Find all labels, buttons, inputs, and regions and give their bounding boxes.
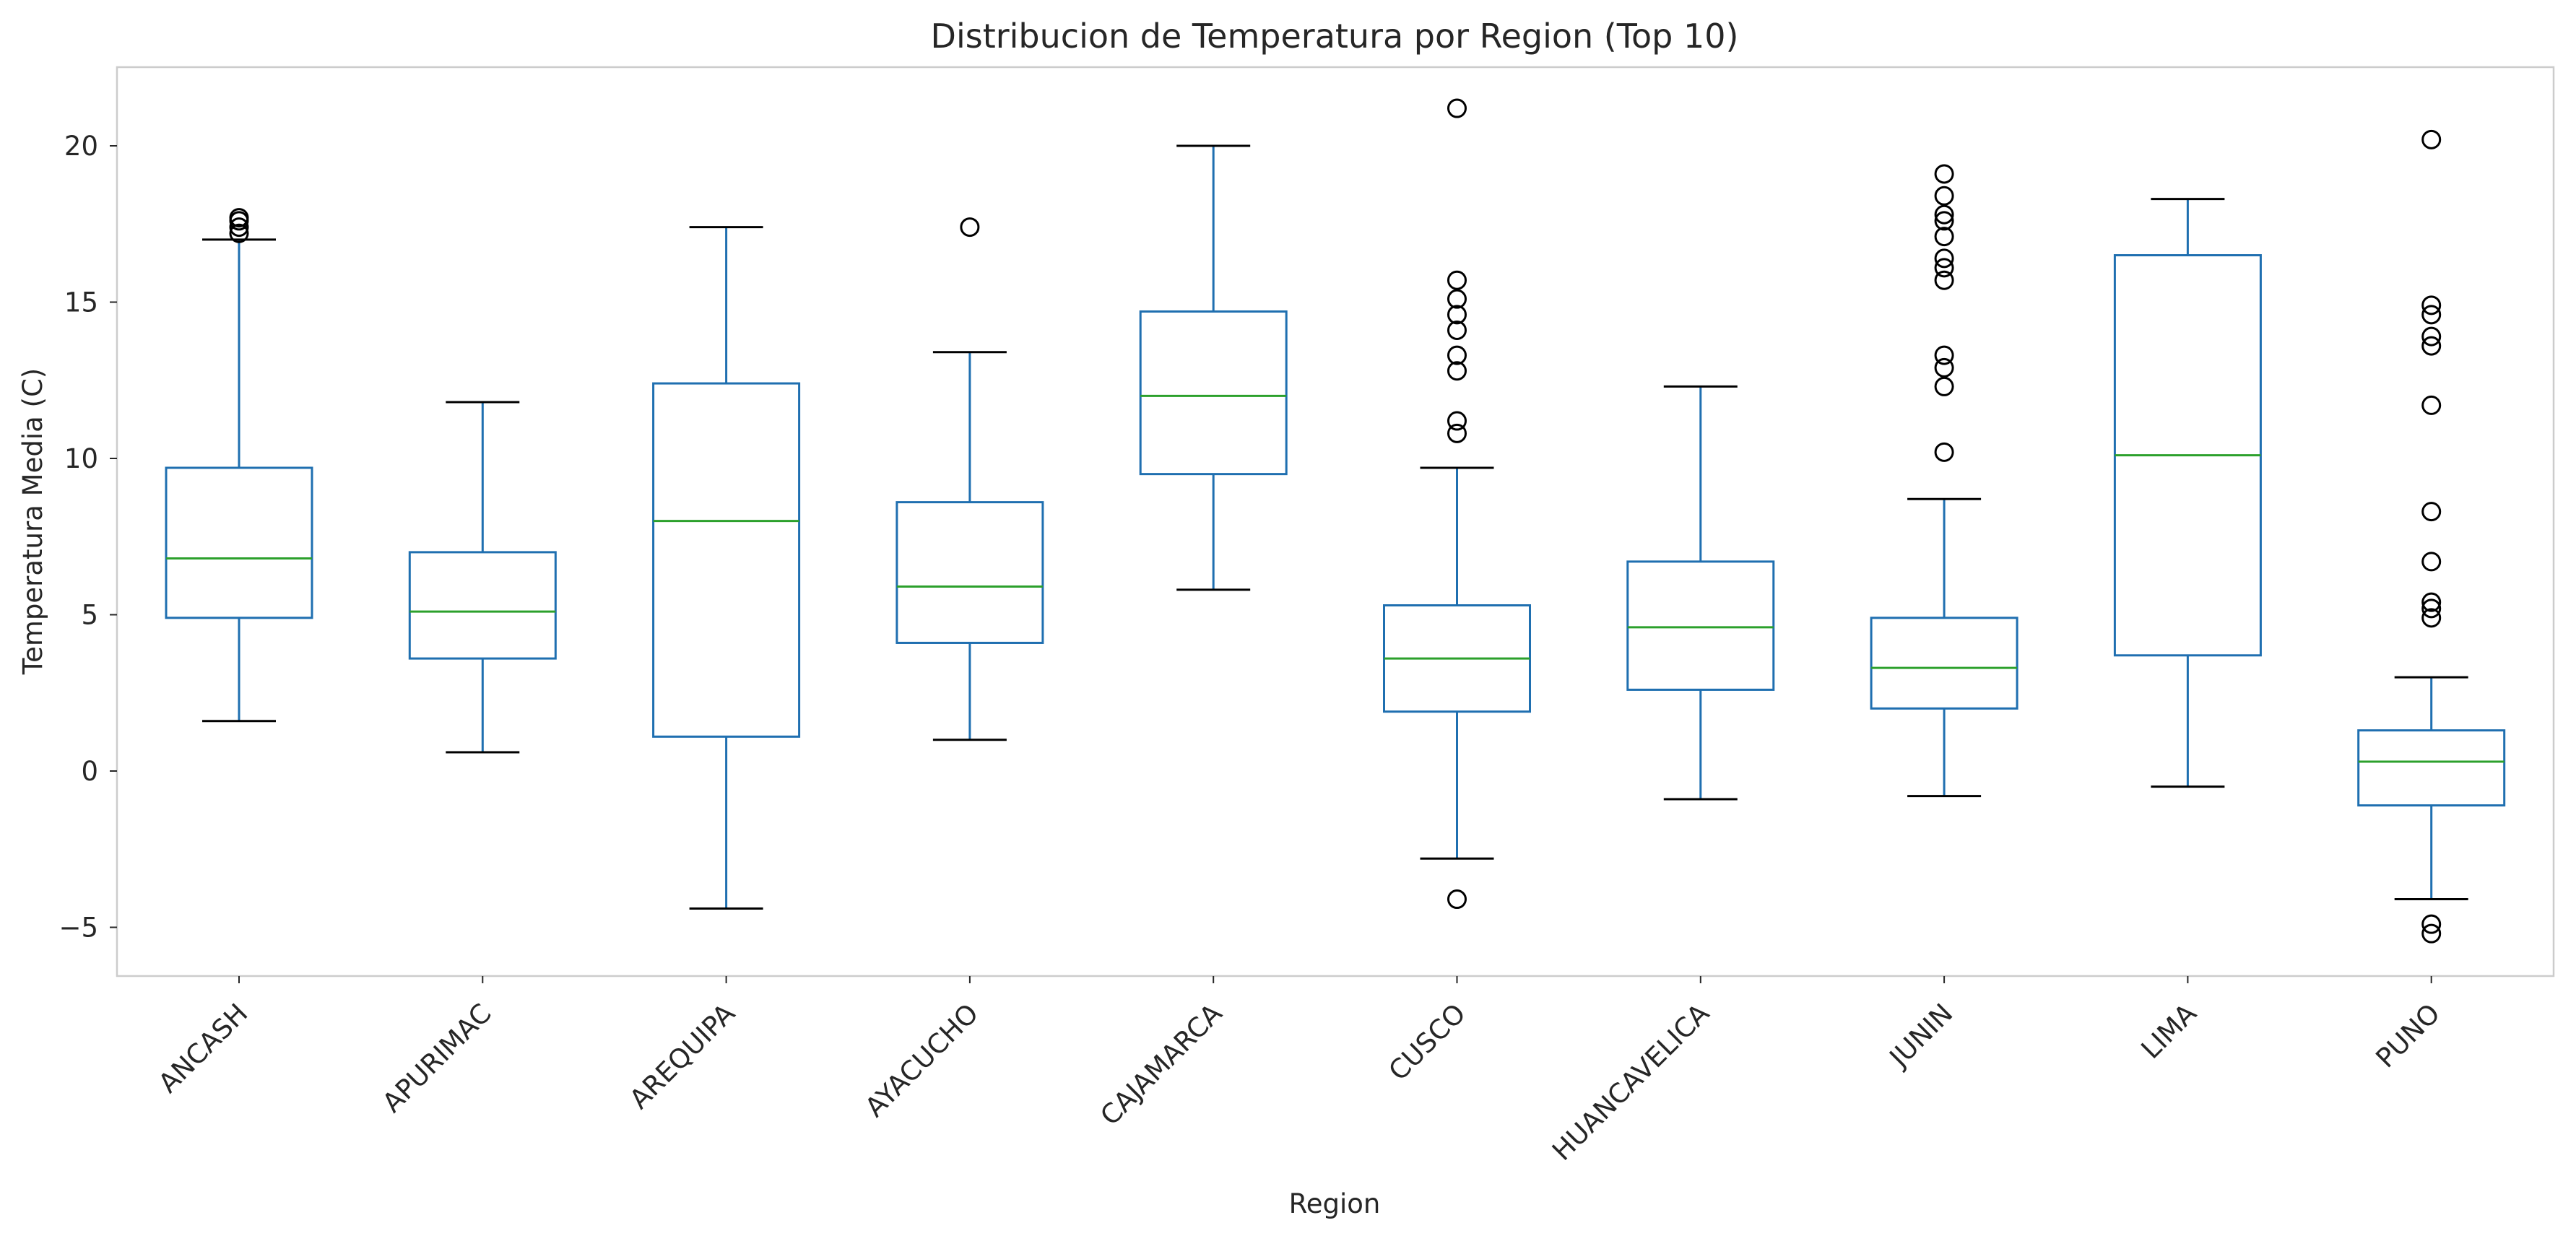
x-tick-label: ANCASH [152, 998, 253, 1099]
outlier-point [2421, 552, 2442, 572]
chart-title: Distribucion de Temperatura por Region (… [931, 17, 1739, 56]
boxes-layer [165, 98, 2506, 944]
outlier-point [1934, 345, 1954, 365]
outlier-point [1934, 442, 1954, 462]
x-tick-label: HUANCAVELICA [1546, 998, 1715, 1167]
outlier-point [1447, 361, 1467, 381]
box-ancash [165, 208, 313, 723]
outlier-point [1934, 376, 1954, 396]
iqr-box [2357, 729, 2506, 807]
outlier-point [2421, 305, 2442, 325]
outlier-point [2421, 923, 2442, 944]
outlier-point [2421, 326, 2442, 347]
outlier-point [2421, 914, 2442, 934]
x-tick-label: JUNIN [1883, 998, 1959, 1074]
outlier-point [229, 208, 249, 228]
outlier-point [2421, 608, 2442, 628]
outlier-point [1934, 186, 1954, 206]
outlier-point [1934, 248, 1954, 269]
outlier-point [1447, 320, 1467, 340]
outlier-point [1447, 423, 1467, 443]
x-tick-label: AREQUIPA [623, 998, 740, 1115]
plot-frame [116, 66, 2555, 977]
outlier-point [1934, 270, 1954, 290]
box-apurimac [408, 401, 557, 754]
x-axis: ANCASH APURIMAC AREQUIPA AYACUCHO CAJAMARCA C… [152, 976, 2446, 1167]
outlier-point [2421, 598, 2442, 619]
outlier-point [1934, 164, 1954, 184]
y-tick-label: 20 [64, 131, 98, 162]
outlier-point [1934, 357, 1954, 378]
iqr-box [895, 501, 1044, 644]
iqr-box [1139, 310, 1288, 476]
outlier-point [229, 217, 249, 238]
y-axis-label: Temperatura Media (C) [17, 368, 48, 675]
iqr-box [165, 466, 313, 619]
iqr-box [1870, 617, 2018, 710]
y-tick-label: 15 [64, 287, 98, 318]
outlier-point [229, 223, 249, 243]
iqr-box [652, 382, 801, 738]
outlier-point [1934, 227, 1954, 247]
outlier-point [1447, 270, 1467, 290]
box-lima [2113, 198, 2262, 788]
y-axis: −5 0 5 10 15 20 [58, 131, 117, 944]
x-tick-label: CAJAMARCA [1094, 998, 1228, 1131]
outlier-point [2421, 592, 2442, 612]
outlier-point [2421, 295, 2442, 315]
box-ayacucho [895, 217, 1044, 741]
outlier-point [2421, 395, 2442, 415]
x-tick-label: APURIMAC [376, 998, 497, 1118]
y-tick-label: −5 [58, 913, 98, 944]
box-arequipa [652, 226, 801, 910]
box-cajamarca [1139, 144, 1288, 591]
outlier-point [2421, 336, 2442, 356]
outlier-point [2421, 129, 2442, 149]
outlier-point [1934, 211, 1954, 231]
outlier-point [1934, 204, 1954, 225]
outlier-point [2421, 502, 2442, 522]
outlier-point [1447, 289, 1467, 309]
x-tick-label: PUNO [2370, 998, 2447, 1074]
outlier-point [1447, 411, 1467, 431]
y-tick-label: 10 [64, 443, 98, 474]
x-tick-label: CUSCO [1383, 998, 1472, 1087]
iqr-box [408, 551, 557, 660]
y-tick-label: 5 [81, 600, 98, 631]
x-tick-label: AYACUCHO [859, 998, 985, 1123]
outlier-point [1934, 258, 1954, 278]
iqr-box [1626, 560, 1775, 691]
outlier-point [1447, 889, 1467, 910]
outlier-point [1447, 305, 1467, 325]
outlier-point [1447, 345, 1467, 365]
box-huancavelica [1626, 385, 1775, 801]
box-puno [2357, 129, 2506, 944]
x-axis-label: Region [1289, 1188, 1381, 1219]
outlier-point [960, 217, 980, 238]
outlier-point [1447, 98, 1467, 118]
box-junin [1870, 164, 2018, 798]
x-tick-label: LIMA [2135, 998, 2203, 1065]
y-tick-label: 0 [81, 756, 98, 787]
box-cusco [1383, 98, 1531, 910]
